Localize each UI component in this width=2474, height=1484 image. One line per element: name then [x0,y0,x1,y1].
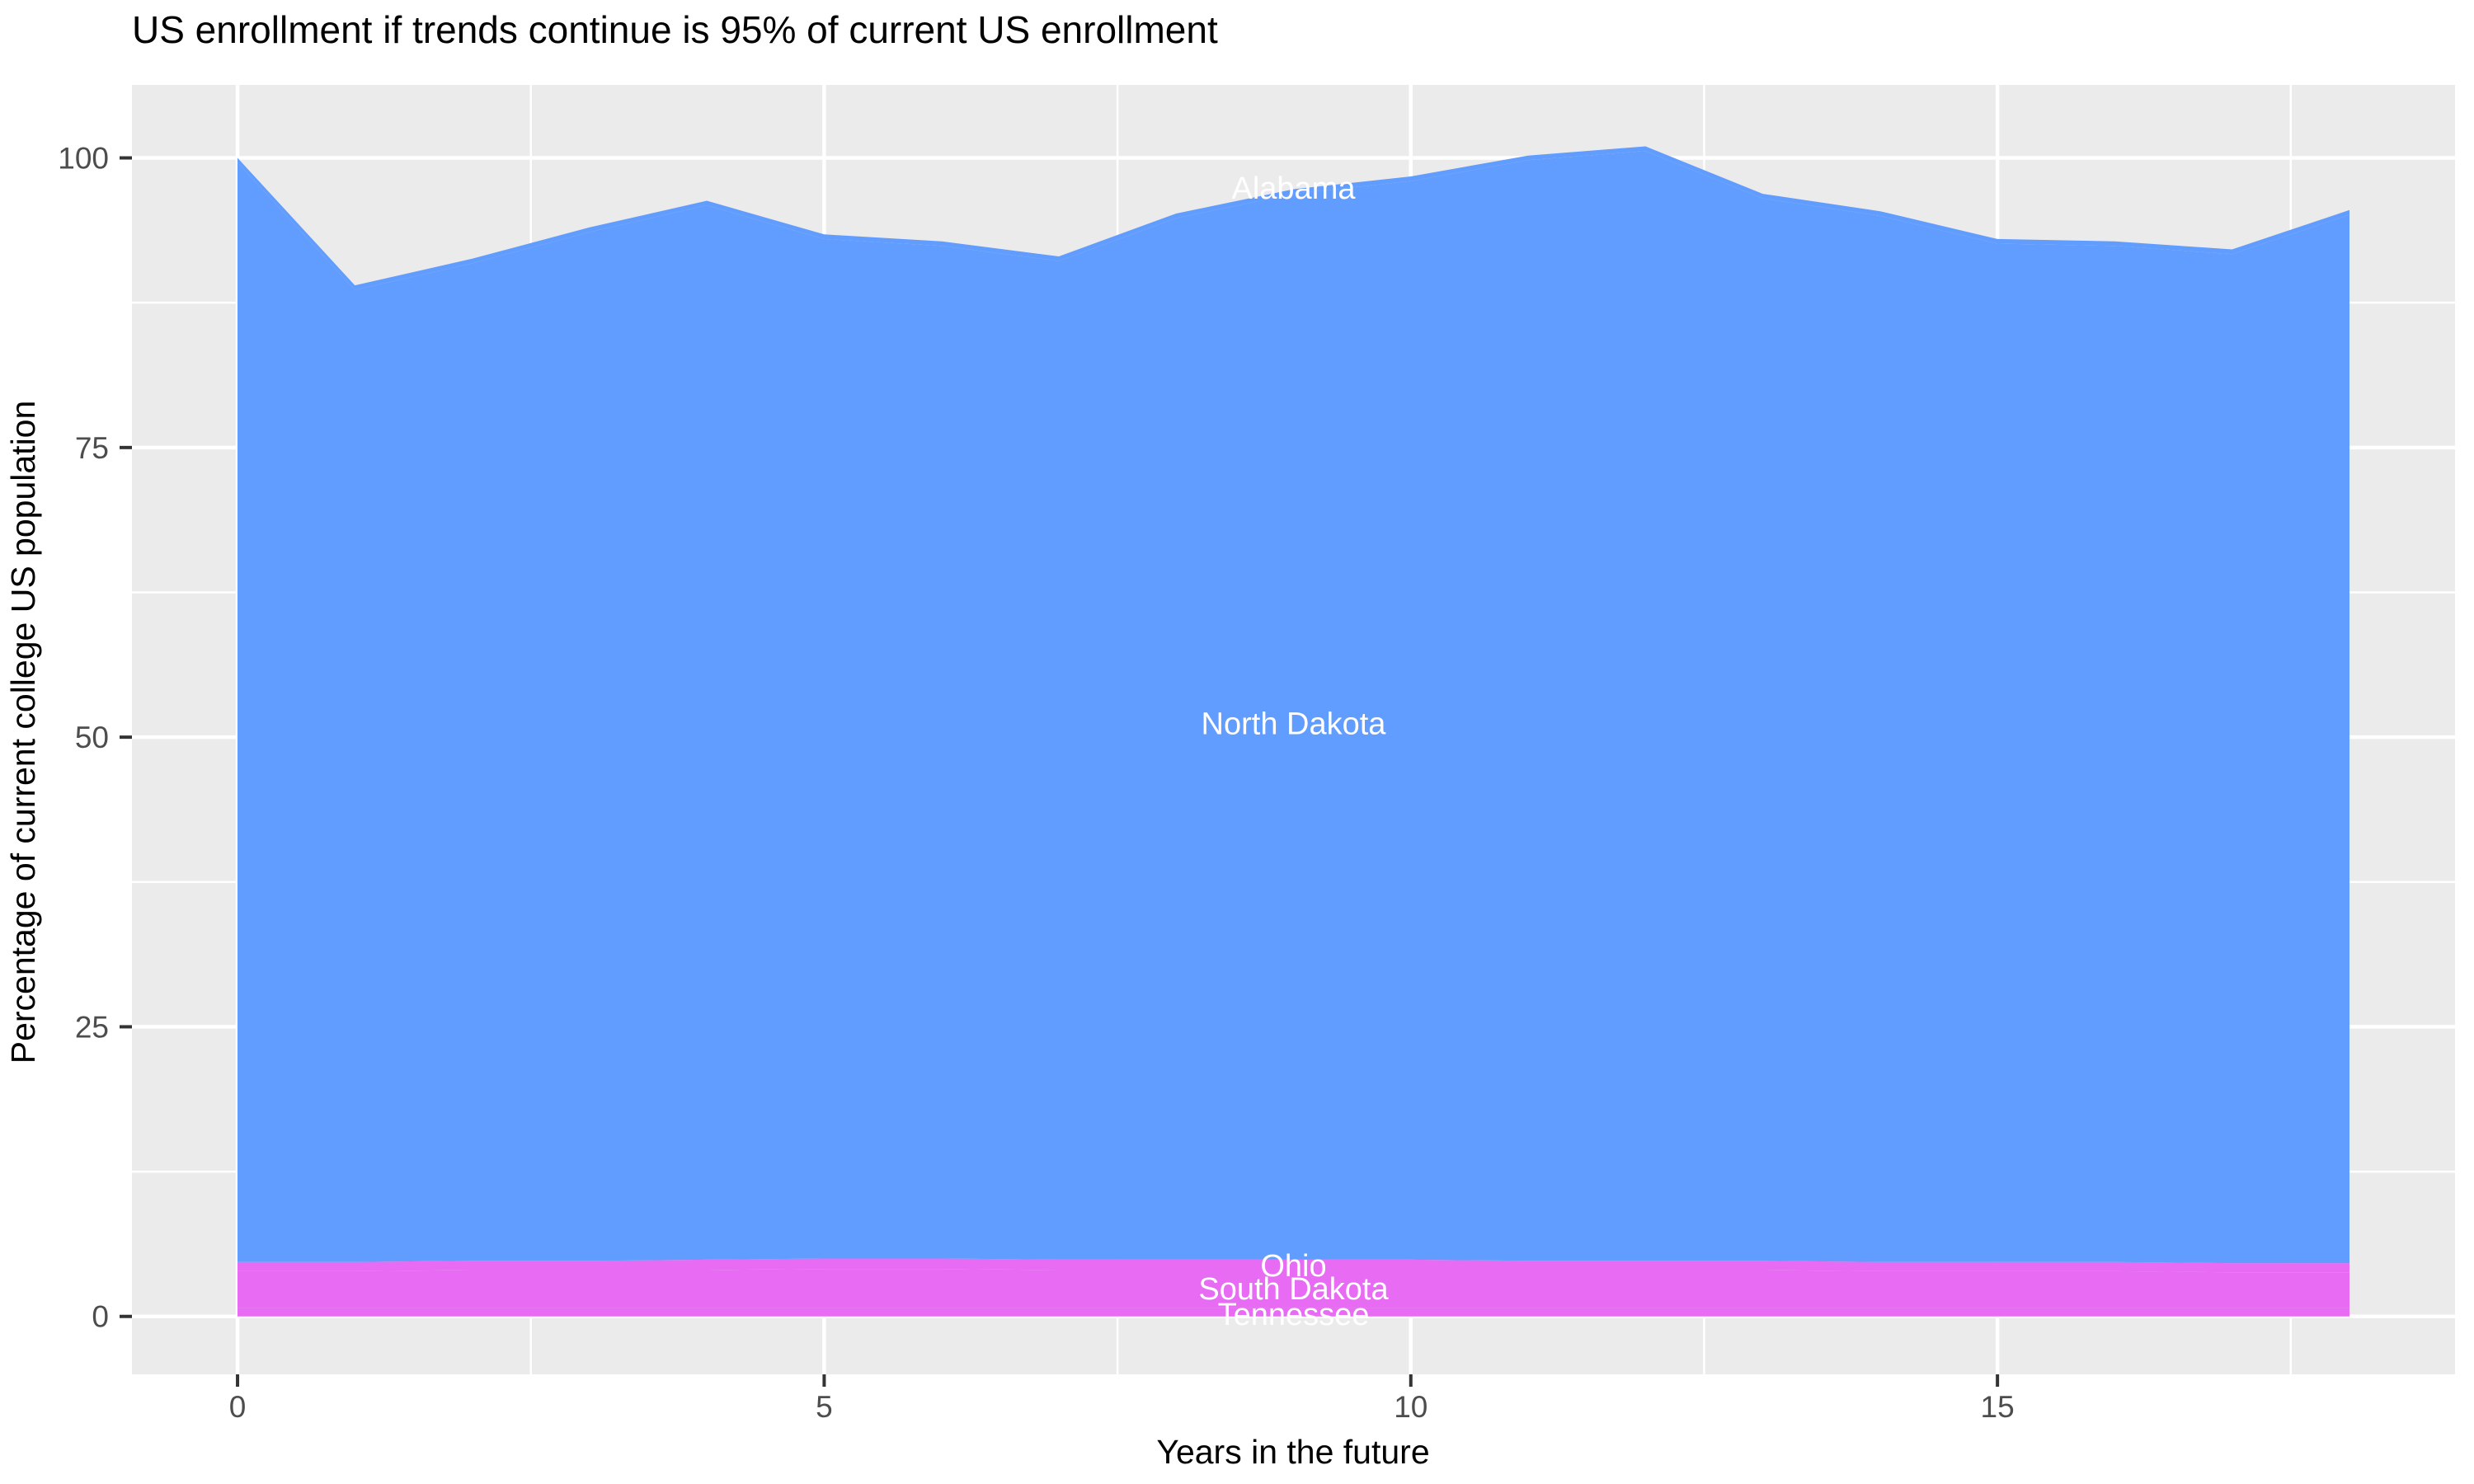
area-north-dakota [238,151,2349,1264]
area-series-group [238,146,2349,1317]
area-tennessee [238,1308,2349,1317]
x-tick-label: 10 [1394,1390,1427,1424]
y-axis-tick-labels: 0 25 50 75 100 [58,142,109,1334]
area-ohio [238,1258,2349,1273]
y-tick-label: 75 [75,431,109,465]
y-tick-label: 50 [75,721,109,754]
x-axis-tick-labels: 0 5 10 15 [229,1390,2015,1424]
x-tick-label: 15 [1981,1390,2015,1424]
series-label-ohio: Ohio [1260,1249,1326,1284]
y-tick-label: 100 [58,142,109,176]
x-axis-title: Years in the future [1156,1433,1429,1471]
axis-tick-marks [120,156,2000,1387]
series-label-north-dakota: North Dakota [1202,707,1387,741]
y-tick-label: 0 [92,1300,109,1334]
y-tick-label: 25 [75,1010,109,1044]
chart-title: US enrollment if trends continue is 95% … [132,8,1218,51]
y-axis-title: Percentage of current college US populat… [4,401,42,1064]
series-label-south-dakota: South Dakota [1198,1272,1389,1307]
x-tick-label: 0 [229,1390,247,1424]
area-south-dakota [238,1269,2349,1308]
x-tick-label: 5 [816,1390,833,1424]
series-label-tennessee: Tennessee [1218,1298,1370,1332]
series-label-alabama: Alabama [1232,171,1357,206]
